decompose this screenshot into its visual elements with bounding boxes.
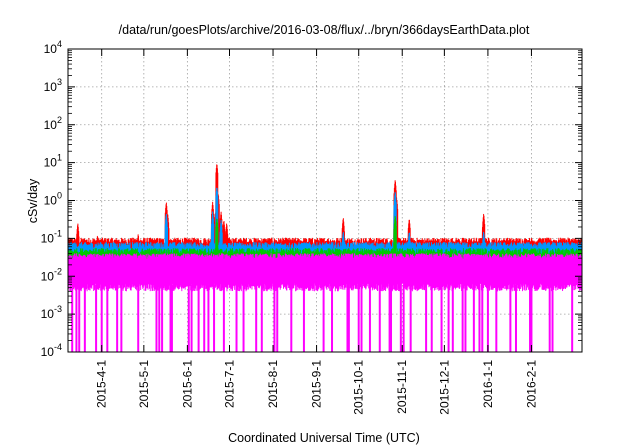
ticks <box>68 48 582 353</box>
y-tick-label: 10-1 <box>41 228 62 245</box>
x-axis-label: Coordinated Universal Time (UTC) <box>228 431 420 445</box>
x-tick-label: 2016-1-1 <box>481 360 495 408</box>
x-tick-label: 2015-5-1 <box>137 360 151 408</box>
axis-labels: 10-4 10-3 10-2 10-1 100 101 102 103 104 2015-4-1 2… <box>41 39 539 415</box>
x-tick-label: 2015-7-1 <box>223 360 237 408</box>
chart-title: /data/run/goesPlots/archive/2016-03-08/f… <box>119 23 530 37</box>
plot-area <box>68 164 582 352</box>
y-axis-label: cSv/day <box>26 178 40 223</box>
y-tick-label: 104 <box>44 39 62 56</box>
y-tick-label: 10-3 <box>41 304 62 321</box>
y-tick-label: 101 <box>44 153 62 170</box>
y-tick-label: 103 <box>44 77 62 94</box>
series-4 <box>68 253 582 352</box>
y-tick-label: 10-4 <box>41 342 62 359</box>
x-tick-label: 2015-6-1 <box>180 360 194 408</box>
x-tick-label: 2015-10-1 <box>352 360 366 415</box>
y-tick-label: 100 <box>44 191 62 208</box>
series-dropouts <box>71 284 574 352</box>
x-tick-label: 2015-4-1 <box>95 360 109 408</box>
y-tick-label: 10-2 <box>41 266 62 283</box>
x-tick-label: 2016-2-1 <box>524 360 538 408</box>
x-tick-label: 2015-11-1 <box>395 360 409 414</box>
series-layer <box>68 164 582 352</box>
y-tick-label: 102 <box>44 115 62 132</box>
series-line <box>68 253 582 292</box>
x-tick-label: 2015-8-1 <box>266 360 280 408</box>
x-tick-label: 2015-9-1 <box>310 360 324 408</box>
x-tick-label: 2015-12-1 <box>437 360 451 415</box>
